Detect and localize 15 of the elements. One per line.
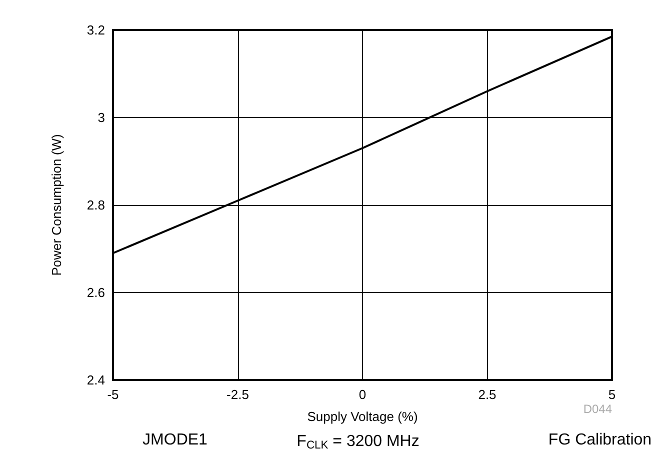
y-axis-title: Power Consumption (W) xyxy=(49,134,64,276)
x-tick-label: 2.5 xyxy=(478,387,496,402)
x-tick-label: -2.5 xyxy=(226,387,249,402)
y-tick-label: 2.4 xyxy=(86,372,105,388)
x-tick-label: 5 xyxy=(608,387,616,402)
y-tick-label: 3 xyxy=(98,110,105,125)
text: FG Calibration xyxy=(548,432,652,448)
x-tick-label: 0 xyxy=(358,387,366,402)
y-tick-label: 2.6 xyxy=(86,285,105,300)
y-tick-label: 3.2 xyxy=(86,22,105,38)
x-axis-title: Supply Voltage (%) xyxy=(307,409,418,424)
x-tick-label: -5 xyxy=(107,387,119,402)
y-tick-label: 2.8 xyxy=(86,198,105,212)
text: D044 xyxy=(583,402,612,416)
text: JMODE1 xyxy=(142,432,208,448)
